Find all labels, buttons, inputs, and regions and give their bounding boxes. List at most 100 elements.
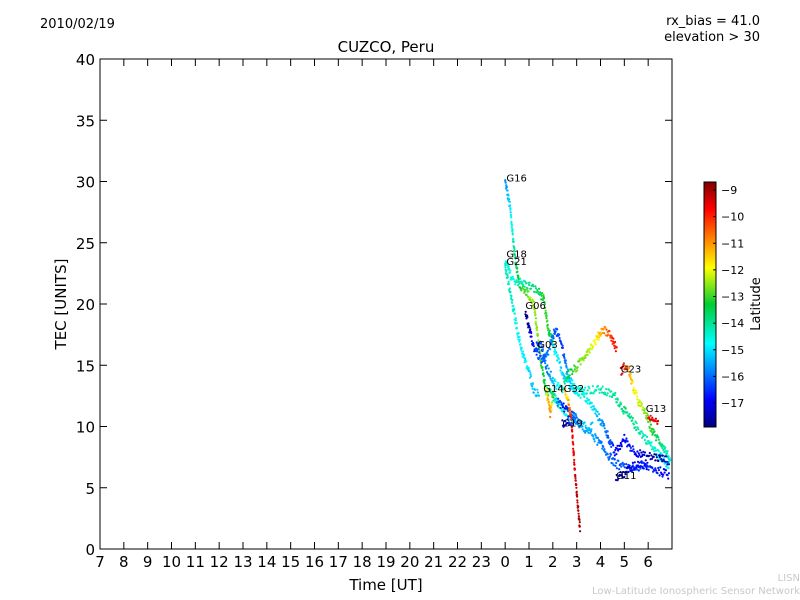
data-point: [569, 382, 572, 385]
data-point: [556, 354, 559, 357]
data-point: [559, 340, 562, 343]
data-point: [619, 403, 623, 406]
data-point: [664, 450, 667, 453]
data-point: [546, 395, 549, 398]
data-point: [590, 428, 593, 431]
data-point: [584, 431, 587, 434]
data-point: [645, 468, 648, 471]
data-point: [536, 333, 540, 336]
data-point: [507, 194, 510, 197]
data-point: [552, 396, 555, 399]
data-point: [583, 388, 586, 392]
data-point: [654, 447, 657, 450]
data-point: [526, 287, 529, 290]
data-point: [527, 322, 530, 325]
data-point: [589, 430, 593, 433]
data-point: [548, 348, 552, 351]
data-point: [514, 317, 517, 320]
data-point: [540, 364, 543, 367]
data-point: [668, 457, 672, 460]
data-point: [652, 470, 655, 473]
data-point: [574, 365, 577, 368]
satellite-label: G11: [616, 471, 636, 482]
data-point: [575, 486, 578, 489]
data-point: [533, 305, 536, 308]
data-point: [644, 434, 647, 437]
data-point: [592, 392, 595, 395]
data-point: [577, 505, 580, 508]
data-point: [592, 405, 595, 408]
data-point: [516, 284, 520, 287]
data-point: [534, 317, 538, 320]
parameters-block: rx_bias = 41.0 elevation > 30: [664, 14, 760, 46]
data-point: [535, 347, 538, 350]
data-point: [506, 276, 509, 279]
data-point: [574, 477, 577, 480]
data-point: [632, 386, 636, 390]
data-point: [584, 424, 587, 427]
data-point: [639, 467, 642, 470]
data-point: [667, 477, 670, 480]
data-point: [505, 270, 508, 273]
data-point: [576, 366, 579, 369]
data-point: [651, 466, 654, 469]
data-point: [564, 359, 567, 362]
data-point: [537, 339, 540, 342]
data-point: [655, 456, 658, 459]
footer-org-short: LISN: [777, 573, 800, 584]
data-point: [570, 426, 574, 429]
data-point: [641, 436, 644, 439]
data-point: [647, 454, 651, 457]
data-point: [548, 329, 551, 332]
data-point: [590, 406, 593, 409]
data-point: [579, 363, 582, 366]
data-point: [654, 467, 657, 470]
data-point: [563, 356, 566, 360]
data-point: [661, 460, 664, 463]
data-point: [510, 216, 513, 219]
data-point: [511, 233, 514, 236]
data-point: [567, 415, 570, 418]
data-point: [506, 274, 509, 277]
data-point: [623, 463, 626, 466]
colorbar-tick-label: −9: [721, 184, 737, 197]
y-tick-label: 10: [76, 419, 95, 437]
data-point: [538, 287, 541, 290]
data-point: [556, 404, 559, 407]
data-point: [665, 455, 668, 458]
data-point: [542, 297, 546, 300]
data-point: [575, 391, 578, 394]
data-point: [549, 333, 552, 336]
data-point: [522, 353, 526, 356]
data-point: [635, 422, 638, 425]
data-point: [587, 431, 590, 434]
data-point: [612, 444, 615, 447]
data-point: [548, 334, 551, 337]
data-point: [621, 365, 625, 368]
data-point: [645, 412, 649, 415]
data-point: [513, 253, 517, 257]
data-point: [619, 447, 622, 451]
data-point: [532, 345, 535, 348]
x-tick-label: 16: [305, 553, 324, 571]
data-point: [657, 438, 660, 441]
data-point: [581, 388, 584, 391]
data-point: [518, 282, 521, 285]
data-point: [618, 444, 621, 447]
colorbar-tick-label: −16: [721, 370, 744, 383]
data-point: [561, 406, 565, 409]
data-point: [591, 385, 594, 388]
x-tick-label: 2: [548, 553, 558, 571]
data-point: [586, 429, 589, 432]
data-point: [573, 458, 576, 461]
data-point: [582, 359, 585, 362]
data-point: [538, 356, 541, 359]
data-point: [521, 350, 525, 353]
data-point: [572, 387, 575, 390]
rx-bias-label: rx_bias = 41.0: [666, 14, 760, 29]
data-point: [567, 421, 571, 424]
data-point: [572, 443, 575, 446]
data-point: [632, 423, 636, 426]
data-point: [528, 326, 531, 329]
x-tick-label: 18: [353, 553, 372, 571]
